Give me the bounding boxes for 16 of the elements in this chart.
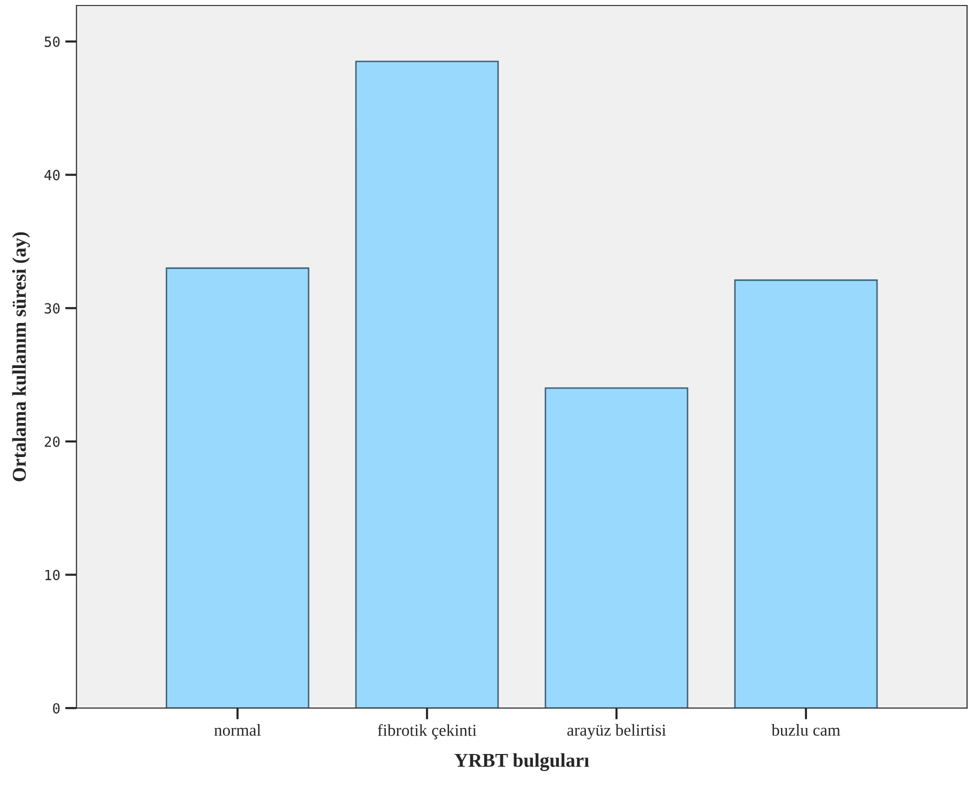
x-tick-label: normal — [214, 724, 261, 736]
x-tick-label: buzlu cam — [771, 724, 840, 736]
bar — [544, 387, 688, 708]
x-tick-label: fibrotik çekinti — [378, 724, 476, 740]
y-tick-label: 30 — [44, 303, 60, 314]
y-axis-title: Ortalama kullanım süresi (ay) — [12, 232, 30, 482]
y-tick-label: 10 — [45, 570, 60, 580]
bar — [355, 60, 499, 708]
bar — [166, 267, 310, 708]
y-tick-label: 0 — [53, 703, 60, 714]
x-tick-label: arayüz belirtisi — [567, 724, 666, 740]
y-tick-label: 50 — [44, 36, 60, 47]
y-tick-label: 20 — [44, 436, 60, 447]
x-axis-title: YRBT bulguları — [454, 753, 590, 771]
y-tick-label: 40 — [44, 170, 60, 180]
bar — [734, 279, 878, 708]
